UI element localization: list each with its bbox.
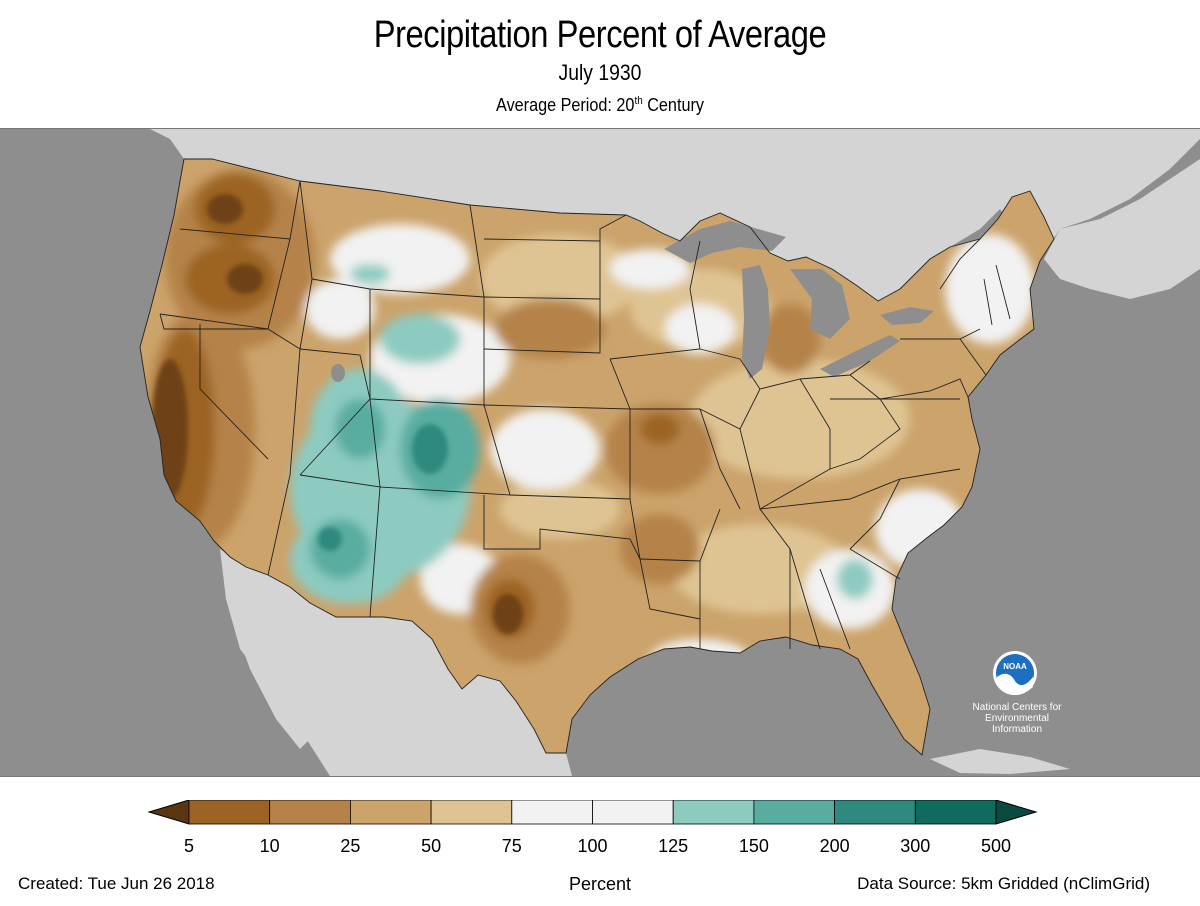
lake-erie bbox=[820, 335, 900, 377]
legend-unit-label: Percent bbox=[568, 874, 632, 894]
teal-arizona-core bbox=[310, 519, 370, 579]
legend-bin-75-100 bbox=[511, 800, 593, 825]
brown-arkansas bbox=[620, 514, 700, 584]
legend-below-arrow bbox=[147, 800, 190, 825]
legend-bin-25-50 bbox=[349, 800, 432, 825]
lake-michigan bbox=[742, 265, 770, 379]
map-title: Precipitation Percent of Average bbox=[373, 14, 827, 56]
great-salt-lake bbox=[331, 364, 345, 382]
state-boundaries bbox=[139, 158, 1055, 756]
wet-core-colorado bbox=[412, 424, 448, 474]
ncei-caption-line-2: Environmental bbox=[985, 713, 1049, 724]
legend-bin-200-300 bbox=[834, 800, 916, 825]
color-legend bbox=[0, 800, 1200, 830]
mexico-land bbox=[220, 549, 572, 776]
extreme-dry-oregon bbox=[227, 264, 263, 294]
ncei-caption: National Centers for Environmental Infor… bbox=[962, 702, 1072, 735]
legend-bar bbox=[147, 800, 1038, 825]
brown-michigan bbox=[760, 304, 820, 374]
legend-bin-10-25 bbox=[269, 800, 351, 825]
teal-utah-core bbox=[335, 399, 385, 459]
extreme-dry-texas bbox=[493, 594, 523, 634]
teal-wyoming bbox=[380, 314, 460, 364]
light-tan-plains-2 bbox=[500, 479, 620, 539]
cuba-island bbox=[930, 749, 1070, 774]
legend-tick-500: 500 bbox=[980, 836, 1012, 856]
period-prefix: Average Period: 20 bbox=[496, 95, 635, 115]
extreme-dry-washington bbox=[207, 194, 243, 224]
lake-huron bbox=[790, 269, 850, 339]
light-tan-ohio bbox=[690, 359, 910, 479]
legend-bin-125-150 bbox=[672, 800, 755, 825]
canada-maritimes bbox=[1044, 159, 1200, 299]
white-wisconsin bbox=[665, 304, 735, 354]
legend-tick-50: 50 bbox=[421, 836, 442, 856]
white-kansas bbox=[490, 409, 600, 489]
legend-bin-50-75 bbox=[430, 800, 513, 825]
legend-tick-200: 200 bbox=[819, 836, 850, 856]
period-sup: th bbox=[634, 95, 643, 107]
legend-above-arrow bbox=[995, 800, 1038, 825]
created-date: Created: Tue Jun 26 2018 bbox=[18, 874, 215, 893]
legend-tick-125: 125 bbox=[658, 836, 689, 856]
precipitation-map: NOAA National Centers for Environmental … bbox=[0, 128, 1200, 777]
legend-bin-300-500 bbox=[914, 800, 997, 825]
legend-tick-300: 300 bbox=[900, 836, 931, 856]
period-suffix: Century bbox=[642, 95, 704, 115]
legend-tick-10: 10 bbox=[259, 836, 280, 856]
average-period: Average Period: 20th Century bbox=[60, 95, 1140, 116]
map-subtitle: July 1930 bbox=[558, 60, 642, 85]
noaa-logo: NOAA bbox=[993, 651, 1037, 695]
lake-superior bbox=[664, 221, 786, 263]
teal-georgia bbox=[837, 559, 873, 599]
noaa-logo-text: NOAA bbox=[1003, 662, 1027, 671]
data-source: Data Source: 5km Gridded (nClimGrid) bbox=[857, 874, 1150, 893]
legend-bin-100-125 bbox=[592, 800, 674, 825]
teal-montana bbox=[350, 264, 390, 284]
brown-missouri bbox=[605, 404, 715, 494]
legend-tick-25: 25 bbox=[340, 836, 361, 856]
ncei-caption-line-1: National Centers for bbox=[972, 702, 1062, 713]
white-idaho bbox=[305, 279, 375, 339]
light-tan-south bbox=[670, 524, 850, 614]
legend-tick-5: 5 bbox=[183, 836, 194, 856]
brown-dakotas bbox=[495, 299, 605, 359]
legend-tick-75: 75 bbox=[501, 836, 522, 856]
legend-tick-150: 150 bbox=[738, 836, 769, 856]
ncei-caption-line-3: Information bbox=[991, 724, 1043, 735]
white-lake-region bbox=[610, 249, 690, 289]
white-new-england bbox=[945, 234, 1035, 344]
legend-bin-150-200 bbox=[753, 800, 836, 825]
map-canvas: NOAA bbox=[0, 129, 1200, 776]
legend-bin-5-10 bbox=[188, 800, 271, 825]
lake-ontario bbox=[880, 307, 934, 325]
wet-core-arizona bbox=[318, 527, 342, 551]
darkbrown-iowa bbox=[640, 414, 680, 444]
legend-tick-100: 100 bbox=[577, 836, 608, 856]
baja-peninsula bbox=[228, 559, 310, 749]
canada-land bbox=[150, 129, 1200, 301]
